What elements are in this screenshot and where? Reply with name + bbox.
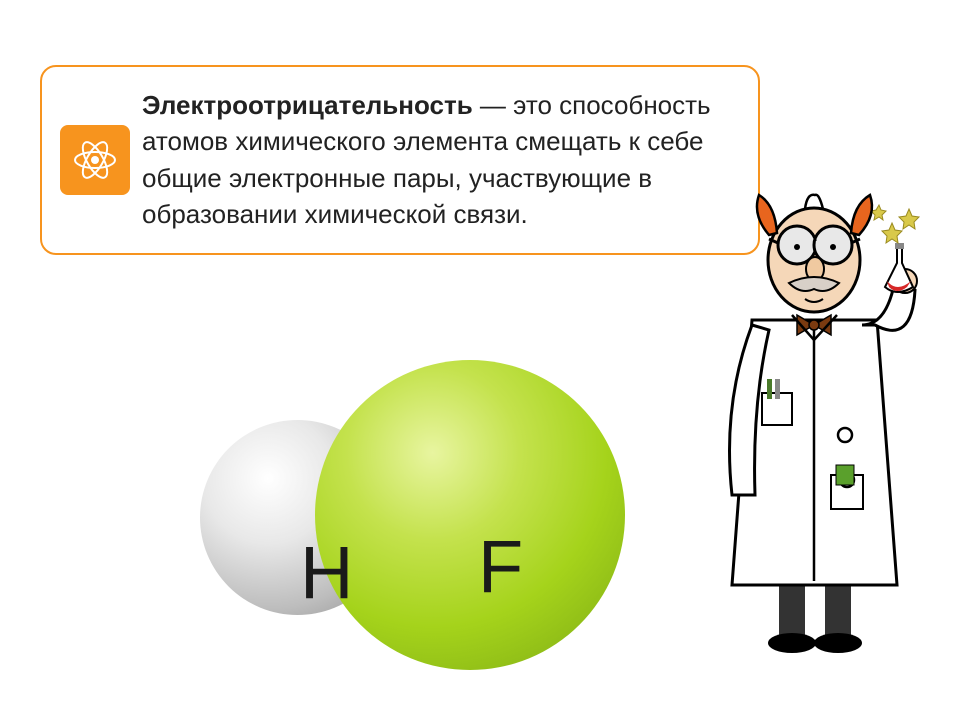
atom-fluorine xyxy=(315,360,625,670)
definition-box: Электроотрицательность — это способность… xyxy=(40,65,760,255)
scientist-cartoon xyxy=(697,145,932,655)
definition-term: Электроотрицательность xyxy=(142,90,473,120)
definition-text: Электроотрицательность — это способность… xyxy=(142,87,734,233)
molecule-hf: H F xyxy=(200,360,630,680)
label-hydrogen: H xyxy=(300,530,353,615)
atom-icon xyxy=(60,125,130,195)
label-fluorine: F xyxy=(478,524,523,609)
